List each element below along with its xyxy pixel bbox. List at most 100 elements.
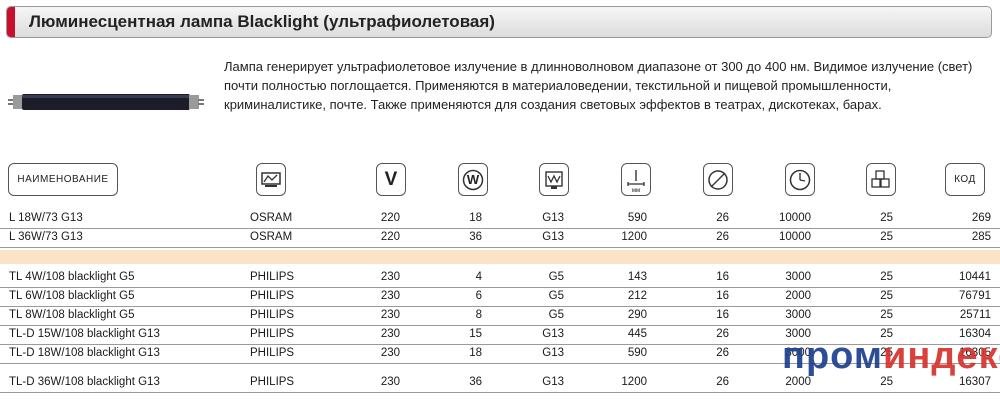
wattage-symbol: W	[466, 172, 480, 187]
cell-life: 3000	[785, 347, 811, 359]
table-row: TL 8W/108 blacklight G5 PHILIPS 230 8 G5…	[0, 307, 1000, 326]
table-row: TL 4W/108 blacklight G5 PHILIPS 230 4 G5…	[0, 269, 1000, 288]
voltage-symbol: V	[384, 168, 398, 190]
cell-length: 290	[627, 309, 647, 321]
column-label-code: КОД	[954, 174, 976, 185]
watermark-logo: проминдекс	[782, 335, 1000, 378]
cell-base: G13	[542, 376, 564, 388]
cell-diameter: 26	[716, 231, 729, 243]
title-bar: Люминесцентная лампа Blacklight (ультраф…	[6, 6, 992, 38]
diameter-icon	[703, 163, 733, 196]
cell-base: G13	[542, 212, 564, 224]
cell-pack: 25	[880, 376, 893, 388]
cell-pack: 25	[880, 347, 893, 359]
cell-voltage: 230	[380, 347, 400, 359]
cell-wattage: 18	[469, 212, 482, 224]
cell-life: 10000	[779, 231, 811, 243]
cell-base: G5	[548, 271, 564, 283]
cell-voltage: 230	[380, 290, 400, 302]
cell-code: 10441	[959, 271, 991, 283]
cell-code: 285	[971, 231, 991, 243]
cell-brand: PHILIPS	[250, 347, 295, 359]
cell-wattage: 36	[469, 376, 482, 388]
voltage-icon: V	[376, 163, 406, 196]
cell-base: G13	[542, 231, 564, 243]
cell-brand: PHILIPS	[250, 376, 295, 388]
cell-brand: OSRAM	[250, 212, 293, 224]
table-row: L 18W/73 G13 OSRAM 220 18 G13 590 26 100…	[0, 210, 1000, 229]
description-text: Лампа генерирует ультрафиолетовое излуче…	[224, 59, 973, 112]
cell-diameter: 16	[716, 309, 729, 321]
cell-wattage: 36	[469, 231, 482, 243]
cell-life: 2000	[785, 376, 811, 388]
cell-life: 2000	[785, 290, 811, 302]
cell-wattage: 4	[475, 271, 482, 283]
cell-name: TL-D 15W/108 blacklight G13	[9, 328, 160, 340]
cell-code: 16307	[959, 376, 991, 388]
column-header-name: НАИМЕНОВАНИЕ	[8, 163, 118, 196]
package-quantity-icon	[866, 163, 896, 196]
cell-name: TL-D 36W/108 blacklight G13	[9, 376, 160, 388]
lamp-base-icon	[539, 163, 569, 196]
table-row: TL-D 36W/108 blacklight G13 PHILIPS 230 …	[0, 374, 1000, 393]
cell-life: 3000	[785, 309, 811, 321]
column-header-code: КОД	[945, 163, 985, 196]
blacklight-lamp-image	[8, 94, 204, 110]
cell-wattage: 8	[475, 309, 482, 321]
cell-length: 445	[627, 328, 647, 340]
cell-brand: PHILIPS	[250, 290, 295, 302]
table-row: TL 6W/108 blacklight G5 PHILIPS 230 6 G5…	[0, 288, 1000, 307]
cell-pack: 25	[880, 271, 893, 283]
cell-voltage: 230	[380, 328, 400, 340]
table-row: L 36W/73 G13 OSRAM 220 36 G13 1200 26 10…	[0, 229, 1000, 248]
cell-diameter: 26	[716, 376, 729, 388]
cell-length: 590	[627, 212, 647, 224]
cell-code: 25711	[959, 309, 991, 321]
cell-pack: 25	[880, 231, 893, 243]
cell-length: 212	[627, 290, 647, 302]
cell-base: G5	[548, 290, 564, 302]
cell-name: TL-D 18W/108 blacklight G13	[9, 347, 160, 359]
cell-diameter: 16	[716, 290, 729, 302]
cell-diameter: 26	[716, 347, 729, 359]
length-unit: мм	[631, 188, 641, 194]
cell-life: 3000	[785, 271, 811, 283]
length-icon: мм	[621, 163, 651, 196]
cell-name: L 36W/73 G13	[9, 231, 83, 243]
lifetime-clock-icon	[785, 163, 815, 196]
cell-name: TL 4W/108 blacklight G5	[9, 271, 135, 283]
cell-voltage: 220	[380, 212, 400, 224]
group-separator	[0, 250, 1000, 264]
cell-pack: 25	[880, 290, 893, 302]
watermark-part1: пром	[782, 335, 883, 377]
cell-brand: OSRAM	[250, 231, 293, 243]
cell-diameter: 26	[716, 212, 729, 224]
column-label-name: НАИМЕНОВАНИЕ	[17, 174, 109, 185]
cell-wattage: 18	[469, 347, 482, 359]
cell-name: L 18W/73 G13	[9, 212, 83, 224]
cell-diameter: 16	[716, 271, 729, 283]
cell-voltage: 230	[380, 271, 400, 283]
cell-length: 1200	[621, 231, 647, 243]
cell-voltage: 220	[380, 231, 400, 243]
cell-brand: PHILIPS	[250, 309, 295, 321]
cell-length: 1200	[621, 376, 647, 388]
cell-name: TL 6W/108 blacklight G5	[9, 290, 135, 302]
cell-pack: 25	[880, 212, 893, 224]
cell-wattage: 6	[475, 290, 482, 302]
cell-base: G13	[542, 347, 564, 359]
cell-name: TL 8W/108 blacklight G5	[9, 309, 135, 321]
cell-code: 16304	[959, 328, 991, 340]
cell-voltage: 230	[380, 309, 400, 321]
cell-brand: PHILIPS	[250, 271, 295, 283]
cell-pack: 25	[880, 328, 893, 340]
wattage-icon: W	[458, 163, 488, 196]
watermark-part2: индекс	[883, 335, 1000, 377]
cell-code: 76791	[959, 290, 991, 302]
cell-code: 16305	[959, 347, 991, 359]
cell-life: 10000	[779, 212, 811, 224]
brand-icon	[256, 163, 286, 196]
cell-length: 143	[627, 271, 647, 283]
cell-code: 269	[971, 212, 991, 224]
cell-base: G13	[542, 328, 564, 340]
